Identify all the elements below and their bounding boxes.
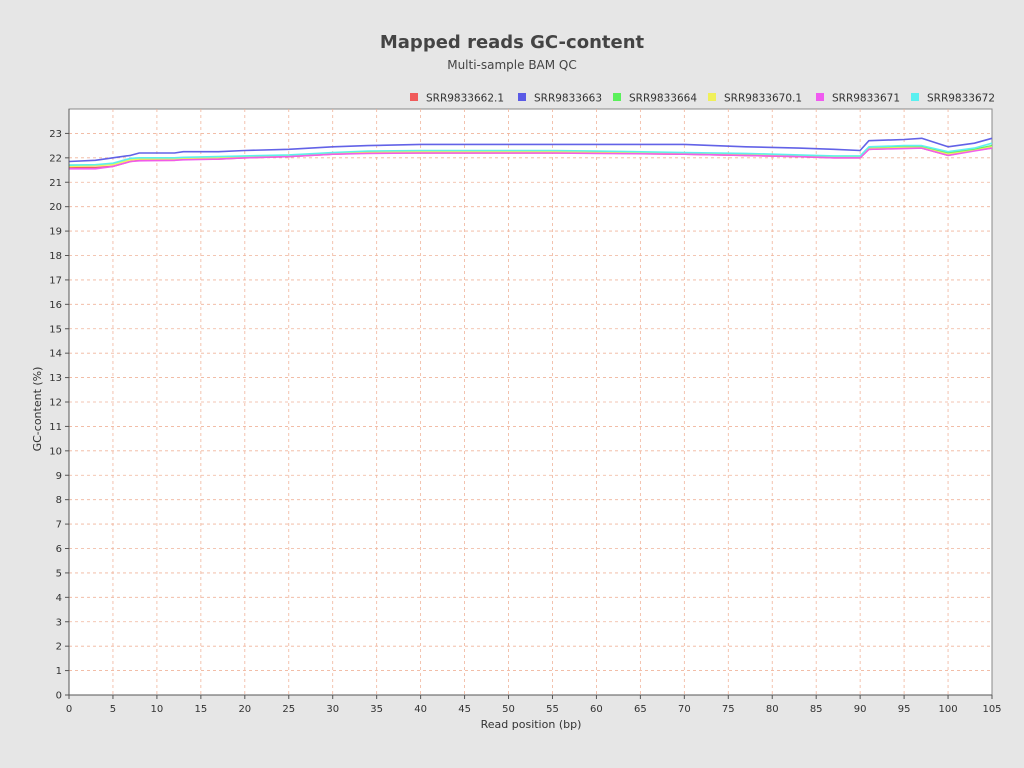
y-tick-label: 19 (49, 227, 62, 238)
x-tick-label: 55 (546, 704, 559, 715)
legend-label: SRR9833672 (927, 93, 995, 105)
x-tick-label: 90 (854, 704, 867, 715)
y-tick-label: 23 (49, 129, 62, 140)
y-tick-label: 2 (56, 642, 62, 653)
x-tick-label: 45 (458, 704, 471, 715)
legend-swatch (816, 93, 824, 101)
y-tick-label: 12 (49, 398, 62, 409)
y-axis-label: GC-content (%) (31, 367, 44, 452)
y-tick-label: 5 (56, 568, 62, 579)
chart-title: Mapped reads GC-content (380, 32, 645, 53)
y-tick-label: 11 (49, 422, 62, 433)
x-tick-label: 85 (810, 704, 823, 715)
y-tick-label: 0 (56, 691, 62, 702)
x-tick-label: 35 (370, 704, 383, 715)
y-tick-label: 9 (56, 471, 62, 482)
legend-label: SRR9833670.1 (724, 93, 802, 105)
y-tick-label: 6 (56, 544, 62, 555)
x-tick-label: 25 (282, 704, 295, 715)
x-tick-label: 40 (414, 704, 427, 715)
legend-swatch (613, 93, 621, 101)
x-tick-label: 75 (722, 704, 735, 715)
y-tick-label: 16 (49, 300, 62, 311)
series-line (69, 147, 993, 170)
y-tick-label: 21 (49, 178, 62, 189)
y-tick-label: 14 (49, 349, 62, 360)
x-tick-label: 80 (766, 704, 779, 715)
legend: SRR9833662.1 SRR9833663 SRR9833664 SRR98336… (410, 93, 995, 105)
legend-label: SRR9833663 (534, 93, 602, 105)
y-tick-label: 22 (49, 153, 62, 164)
legend-swatch (410, 93, 418, 101)
x-axis-label: Read position (bp) (481, 718, 582, 731)
legend-label: SRR9833664 (629, 93, 697, 105)
x-tick-label: 100 (939, 704, 958, 715)
series-line (68, 146, 993, 168)
y-tick-label: 4 (56, 593, 62, 604)
y-tick-label: 7 (56, 520, 62, 531)
chart-subtitle: Multi-sample BAM QC (447, 58, 577, 72)
x-tick-label: 70 (678, 704, 691, 715)
x-tick-label: 50 (502, 704, 515, 715)
x-tick-label: 5 (110, 704, 116, 715)
x-tick-label: 30 (326, 704, 339, 715)
legend-swatch (708, 93, 716, 101)
x-tick-label: 60 (590, 704, 603, 715)
series-line (68, 142, 993, 166)
legend-label: SRR9833662.1 (426, 93, 504, 105)
x-tick-label: 10 (151, 704, 164, 715)
y-tick-label: 15 (49, 324, 62, 335)
grid-lines (69, 109, 992, 695)
legend-label: SRR9833671 (832, 93, 900, 105)
y-tick-label: 13 (49, 373, 62, 384)
series-line (68, 137, 993, 163)
y-tick-label: 10 (49, 446, 62, 457)
legend-swatch (911, 93, 919, 101)
axes: 0 5 10 15 20 25 30 35 40 45 50 55 60 65 70 75 80 85 90 95 10… (49, 109, 1002, 715)
x-tick-label: 95 (898, 704, 911, 715)
y-tick-label: 17 (49, 275, 62, 286)
x-tick-label: 0 (66, 704, 72, 715)
y-tick-label: 20 (49, 202, 62, 213)
y-tick-label: 18 (49, 251, 62, 262)
y-tick-label: 3 (56, 617, 62, 628)
x-tick-label: 15 (194, 704, 207, 715)
x-tick-label: 105 (982, 704, 1001, 715)
y-tick-label: 8 (56, 495, 62, 506)
x-tick-label: 65 (634, 704, 647, 715)
series-lines (68, 137, 993, 170)
y-tick-label: 1 (56, 666, 62, 677)
x-tick-label: 20 (238, 704, 251, 715)
legend-swatch (518, 93, 526, 101)
